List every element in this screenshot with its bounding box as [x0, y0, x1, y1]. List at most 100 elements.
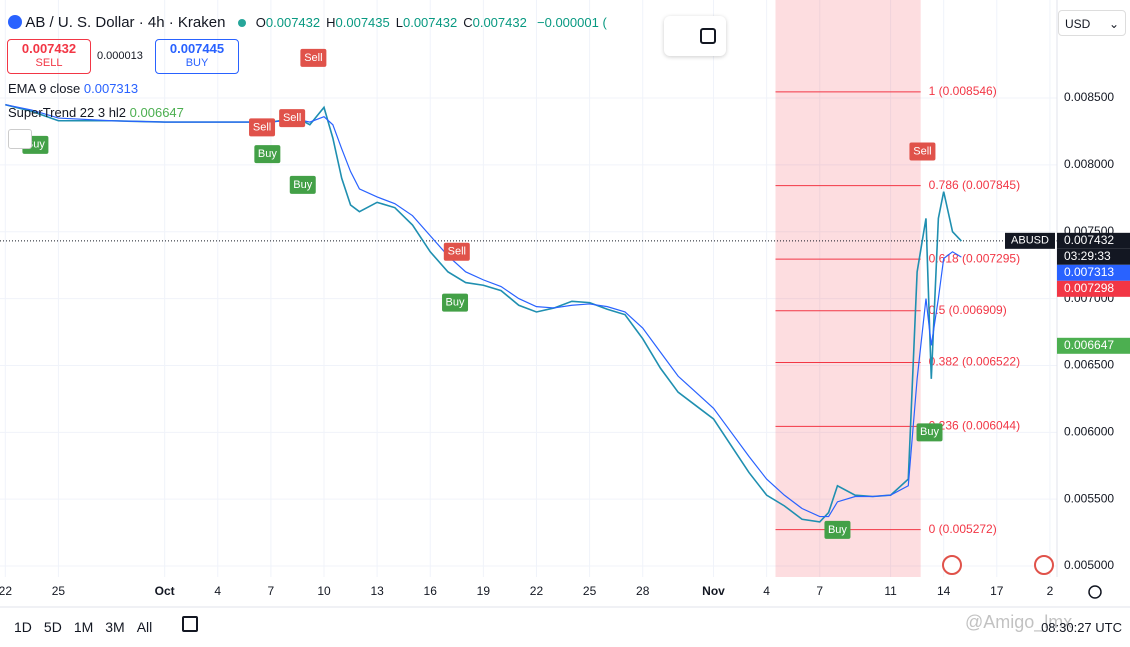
range-button[interactable]: 1M	[73, 619, 94, 635]
clock: 08:30:27 UTC	[1041, 620, 1122, 635]
x-tick-label: 7	[268, 584, 275, 598]
signal-box	[443, 242, 470, 261]
settings-icon	[1088, 585, 1102, 599]
currency-select[interactable]: USD ⌄	[1058, 10, 1126, 36]
signal-label: Buy	[446, 297, 465, 309]
x-tick-label: 19	[477, 584, 491, 598]
sell-button[interactable]: 0.007432 SELL	[7, 39, 91, 74]
sell-label: SELL	[35, 57, 63, 69]
indicator-name: SuperTrend 22 3 hl2	[8, 105, 127, 120]
x-tick-label: Nov	[702, 584, 725, 598]
countdown-tag	[1057, 248, 1130, 265]
x-tick-label: 4	[214, 584, 221, 598]
x-tick-label: 17	[990, 584, 1004, 598]
ohlc-key: O	[255, 15, 266, 30]
range-button[interactable]: 5D	[43, 619, 62, 635]
x-tick-label: 4	[763, 584, 770, 598]
signal-box	[909, 142, 936, 161]
indicator-name: EMA 9 close	[8, 81, 81, 96]
price-tag	[1057, 232, 1130, 249]
ohlc-value: 0.007432	[265, 15, 321, 30]
status-dot	[237, 19, 246, 27]
symbol-title: AB / U. S. Dollar · 4h · Kraken	[25, 14, 226, 31]
y-tick-label: 0.008500	[1064, 90, 1114, 104]
y-tick-label: 0.005000	[1064, 558, 1114, 572]
signal-box	[824, 520, 851, 539]
indicator-value: 0.006647	[129, 105, 184, 120]
countdown: 03:29:33	[1064, 249, 1111, 263]
range-bar: 1D 5D 1M 3M All	[14, 619, 164, 635]
signal-label: Buy	[293, 179, 312, 191]
fib-label: 0.236 (0.006044)	[929, 419, 1020, 433]
collapse-button[interactable]	[8, 129, 32, 149]
y-tick-label: 0.008000	[1064, 157, 1114, 171]
signal-box	[442, 293, 469, 312]
range-button[interactable]: 3M	[105, 619, 125, 635]
fib-label: 0.5 (0.006909)	[929, 303, 1007, 317]
watermark: @Amigo_lmx	[965, 612, 1073, 632]
indicator-value: 0.007313	[83, 81, 139, 96]
x-tick-label: Oct	[155, 584, 175, 598]
fib-label: 0.786 (0.007845)	[929, 178, 1020, 192]
buy-button[interactable]: 0.007445 BUY	[155, 39, 239, 74]
price-tag-label: 0.006647	[1064, 338, 1114, 352]
signal-box	[916, 423, 943, 442]
x-tick-label: 11	[884, 584, 897, 598]
change: −0.000001 (	[537, 15, 607, 30]
range-button[interactable]: 1D	[14, 619, 32, 635]
ohlc-value: 0.007432	[472, 15, 527, 30]
x-tick-label: 25	[52, 584, 66, 598]
x-tick-label: 22	[0, 584, 12, 598]
x-tick-label: 16	[424, 584, 438, 598]
price-tag	[1057, 280, 1130, 297]
event-icon	[942, 555, 962, 575]
symbol-icon	[8, 15, 22, 29]
fib-label: 0.382 (0.006522)	[929, 355, 1020, 369]
range-button[interactable]: All	[136, 619, 153, 635]
ohlc-value: 0.007432	[402, 15, 458, 30]
buy-price: 0.007445	[169, 41, 225, 56]
price-tag	[1057, 264, 1130, 281]
sell-price: 0.007432	[21, 41, 77, 56]
buy-label: BUY	[185, 57, 209, 69]
signal-label: Sell	[304, 52, 322, 64]
y-tick-label: 0.005500	[1064, 491, 1114, 505]
fib-label: 0.618 (0.007295)	[929, 251, 1020, 265]
price-line	[5, 104, 962, 518]
price-tag-label: 0.007298	[1064, 281, 1114, 295]
x-tick-label: 10	[317, 584, 331, 598]
signal-box	[254, 145, 281, 164]
ohlc-key: L	[395, 15, 403, 30]
ohlc-value: 0.007435	[335, 15, 390, 30]
x-tick-label: 13	[370, 584, 384, 598]
signal-label: Sell	[283, 112, 301, 124]
add-icon[interactable]	[700, 28, 716, 44]
header: AB / U. S. Dollar · 4h · Kraken O0.00743…	[8, 14, 607, 31]
calendar-icon[interactable]	[182, 616, 198, 632]
event-icon	[1034, 555, 1054, 575]
signal-label: Sell	[253, 121, 271, 133]
ohlc-key: H	[326, 15, 336, 30]
x-tick-label: 14	[937, 584, 951, 598]
toolbar	[664, 16, 726, 56]
price-tag-label: 0.007313	[1064, 265, 1114, 279]
signal-label: Buy	[920, 426, 939, 438]
currency: USD	[1065, 17, 1091, 31]
fib-label: 0 (0.005272)	[929, 522, 997, 536]
x-tick-label: 7	[816, 584, 823, 598]
x-tick-label: 28	[636, 584, 650, 598]
signal-box	[300, 48, 327, 67]
signal-box	[289, 175, 316, 194]
indicator: EMA 9 close 0.007313	[8, 81, 138, 96]
y-tick-label: 0.006500	[1064, 358, 1114, 372]
signal-box	[249, 118, 276, 137]
symbol-label: ABUSD	[1011, 235, 1049, 247]
price-tag-label: 0.007432	[1064, 233, 1114, 247]
symbol-tag	[1005, 232, 1055, 249]
spread: 0.000013	[97, 50, 143, 62]
signal-label: Buy	[828, 524, 847, 536]
x-tick-label: 25	[583, 584, 597, 598]
fib-label: 1 (0.008546)	[929, 84, 997, 98]
fib-zone	[775, 0, 921, 577]
